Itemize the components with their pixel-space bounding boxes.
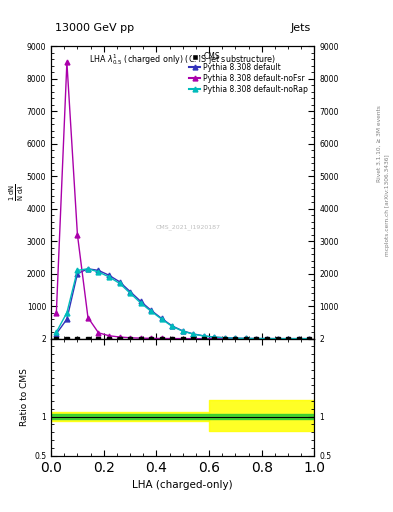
Text: 13000 GeV pp: 13000 GeV pp xyxy=(55,23,134,33)
Legend: CMS, Pythia 8.308 default, Pythia 8.308 default-noFsr, Pythia 8.308 default-noRa: CMS, Pythia 8.308 default, Pythia 8.308 … xyxy=(187,50,310,96)
Text: Jets: Jets xyxy=(290,23,310,33)
Y-axis label: Ratio to CMS: Ratio to CMS xyxy=(20,368,29,426)
Text: Rivet 3.1.10, ≥ 3M events: Rivet 3.1.10, ≥ 3M events xyxy=(377,105,382,182)
Text: LHA $\lambda^{1}_{0.5}$ (charged only) (CMS jet substructure): LHA $\lambda^{1}_{0.5}$ (charged only) (… xyxy=(89,52,276,67)
X-axis label: LHA (charged-only): LHA (charged-only) xyxy=(132,480,233,490)
Text: mcplots.cern.ch [arXiv:1306.3436]: mcplots.cern.ch [arXiv:1306.3436] xyxy=(385,154,389,255)
Text: CMS_2021_I1920187: CMS_2021_I1920187 xyxy=(156,225,220,230)
Text: $\frac{1}{\mathrm{N}}\frac{\mathrm{d}\mathrm{N}}{\mathrm{d}\lambda}$: $\frac{1}{\mathrm{N}}\frac{\mathrm{d}\ma… xyxy=(8,183,26,201)
